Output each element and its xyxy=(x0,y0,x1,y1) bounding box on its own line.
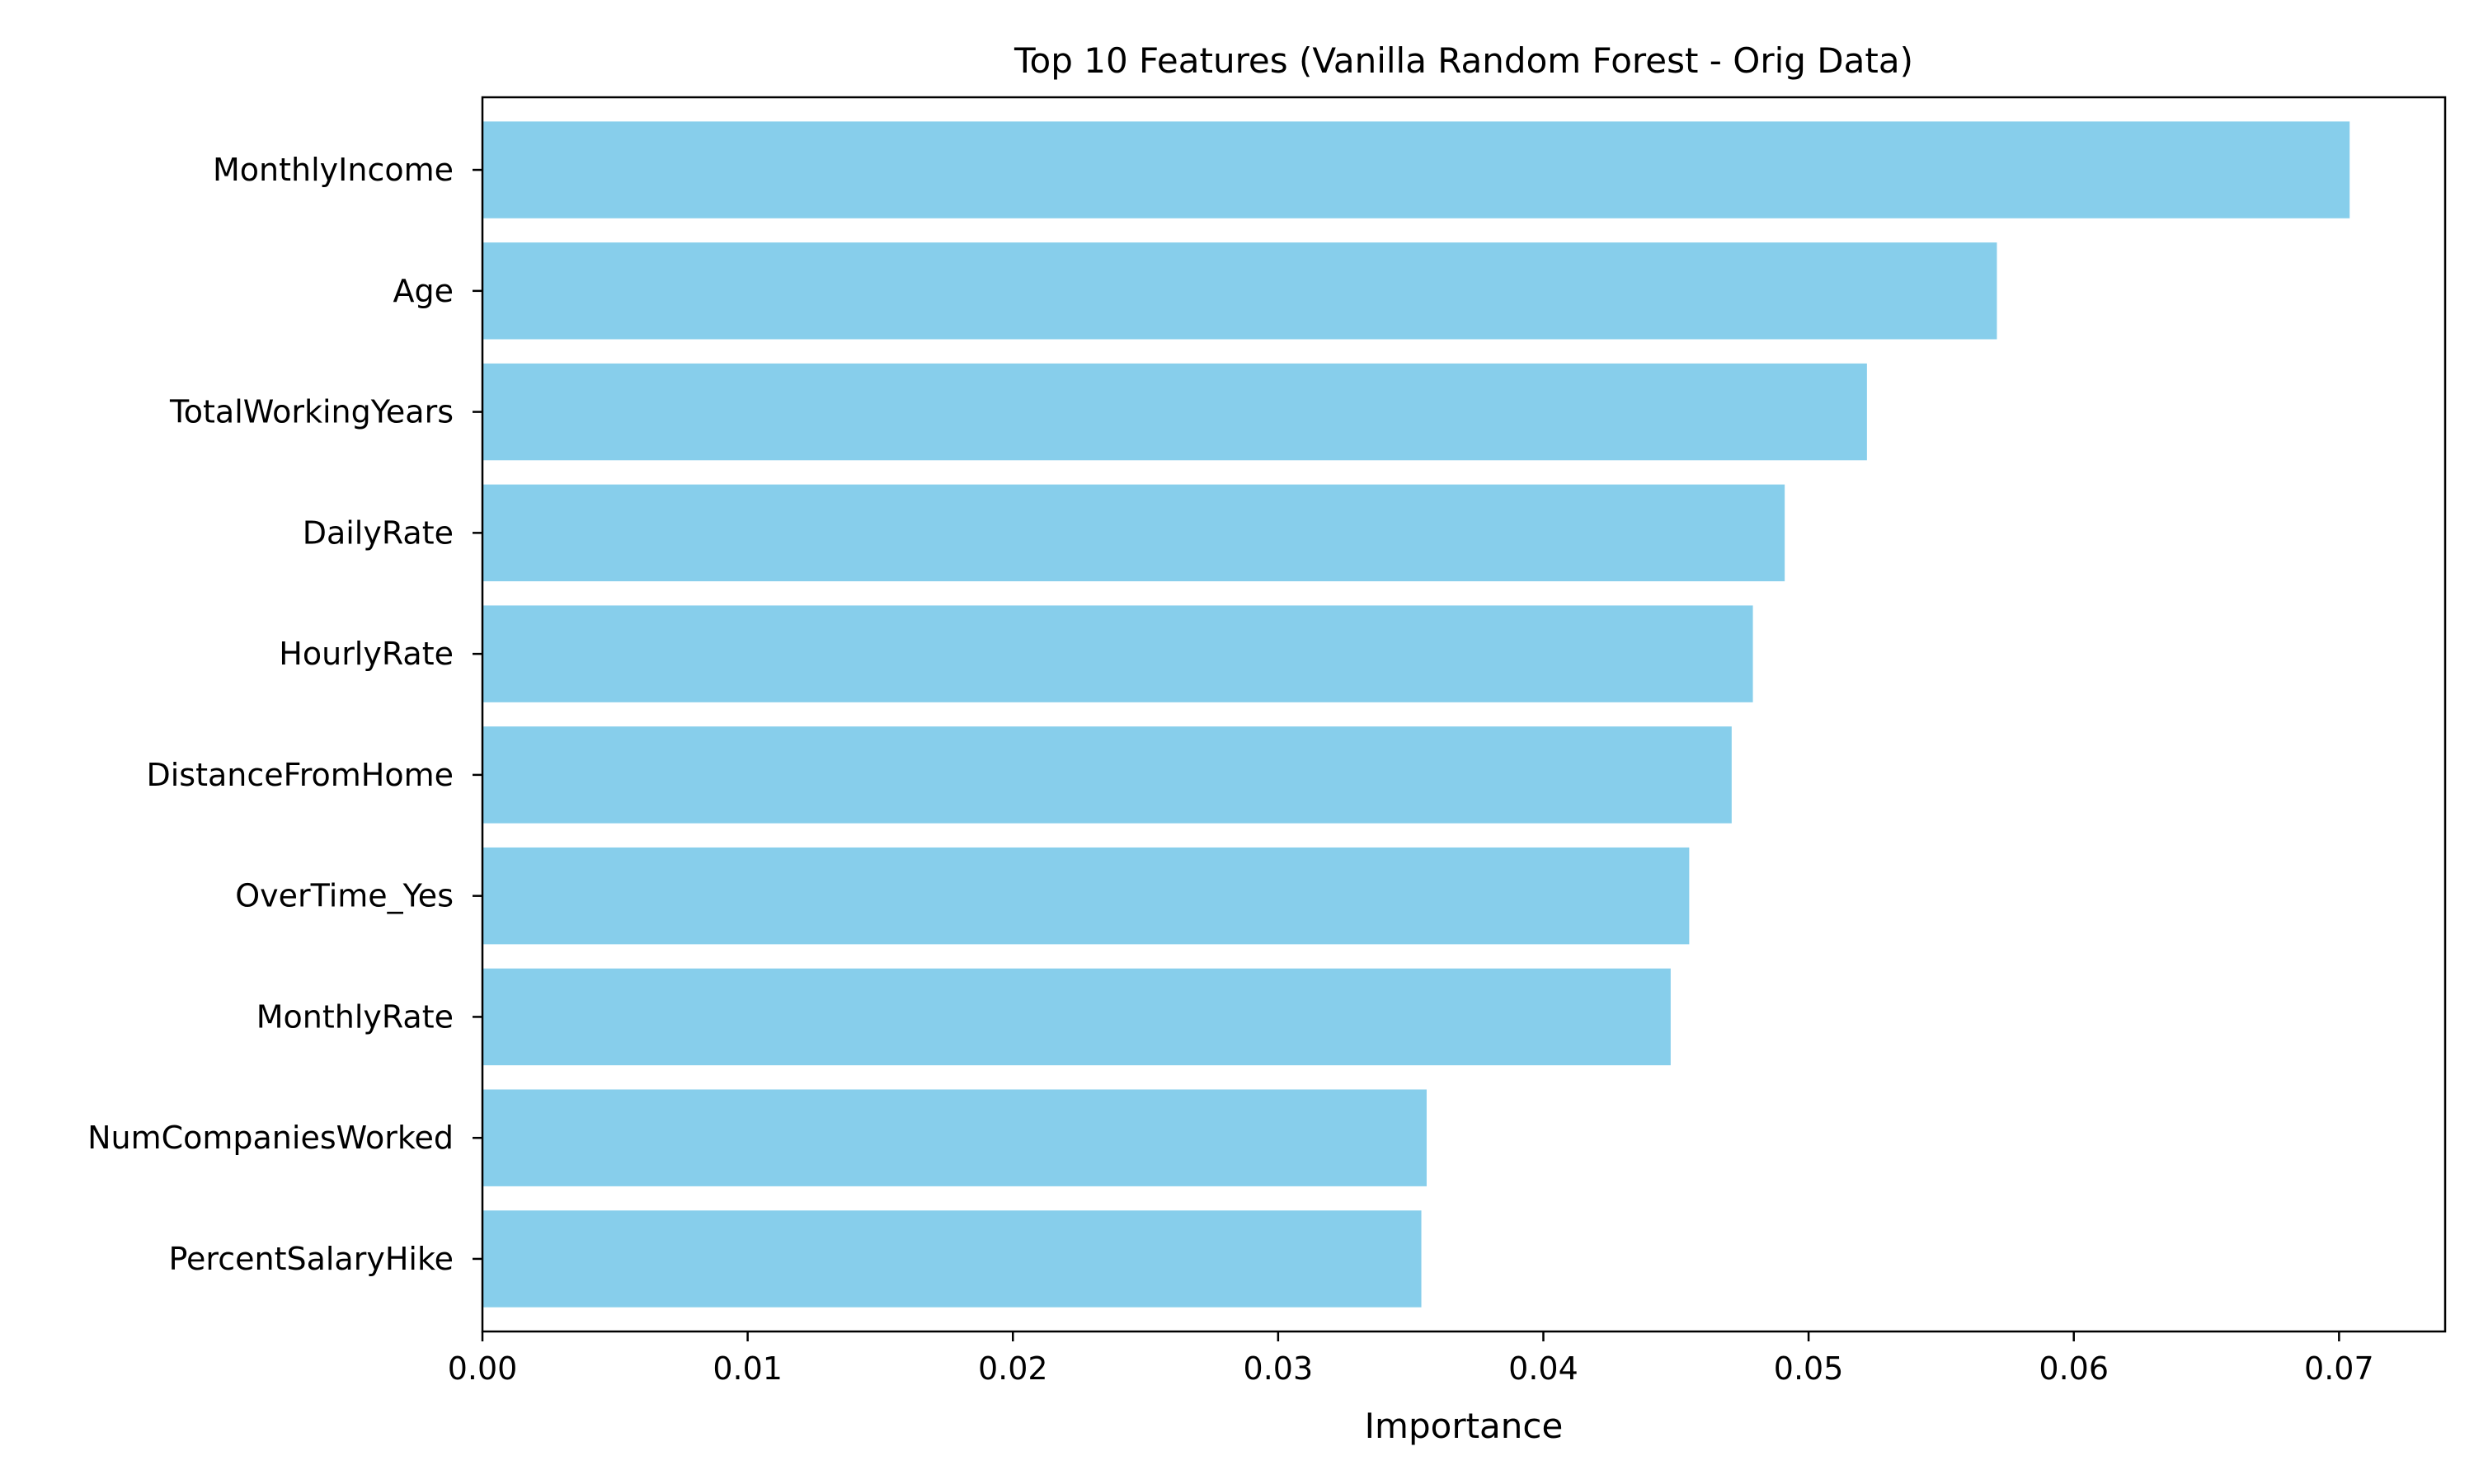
plot-frame xyxy=(481,96,2447,1333)
x-axis-label: Importance xyxy=(1365,1406,1564,1446)
x-tick-label: 0.01 xyxy=(713,1350,783,1387)
bar-OverTime_Yes xyxy=(482,847,1690,945)
y-tick-label: OverTime_Yes xyxy=(235,878,454,914)
bar-NumCompaniesWorked xyxy=(482,1089,1427,1186)
x-tick-label: 0.00 xyxy=(448,1350,518,1387)
y-tick-label: NumCompaniesWorked xyxy=(87,1120,454,1156)
bar-Age xyxy=(482,242,1997,340)
bar-TotalWorkingYears xyxy=(482,363,1867,461)
bar-MonthlyRate xyxy=(482,968,1671,1066)
y-tick-label: DailyRate xyxy=(303,514,454,551)
bar-DistanceFromHome xyxy=(482,726,1732,824)
y-tick-label: MonthlyIncome xyxy=(213,152,454,188)
chart-title: Top 10 Features (Vanilla Random Forest -… xyxy=(1014,40,1913,81)
x-tick-label: 0.07 xyxy=(2304,1350,2374,1387)
bars-group xyxy=(482,121,2350,1308)
x-tick-label: 0.05 xyxy=(1774,1350,1844,1387)
bar-DailyRate xyxy=(482,484,1785,582)
bar-HourlyRate xyxy=(482,605,1753,702)
y-tick-label: MonthlyRate xyxy=(256,998,454,1035)
y-axis: MonthlyIncome Age TotalWorkingYears DailyRa… xyxy=(87,152,482,1277)
bar-MonthlyIncome xyxy=(482,121,2350,218)
y-tick-label: Age xyxy=(393,273,454,309)
x-tick-label: 0.06 xyxy=(2039,1350,2109,1387)
y-tick-label: HourlyRate xyxy=(279,636,454,672)
x-tick-label: 0.03 xyxy=(1244,1350,1314,1387)
x-tick-label: 0.02 xyxy=(978,1350,1048,1387)
x-axis: 0.00 0.01 0.02 0.03 0.04 0.05 0.06 0.07 xyxy=(448,1331,2374,1387)
bar-PercentSalaryHike xyxy=(482,1210,1422,1308)
y-tick-label: DistanceFromHome xyxy=(146,757,454,793)
y-tick-label: TotalWorkingYears xyxy=(169,394,454,430)
x-tick-label: 0.04 xyxy=(1508,1350,1578,1387)
y-tick-label: PercentSalaryHike xyxy=(168,1241,454,1277)
